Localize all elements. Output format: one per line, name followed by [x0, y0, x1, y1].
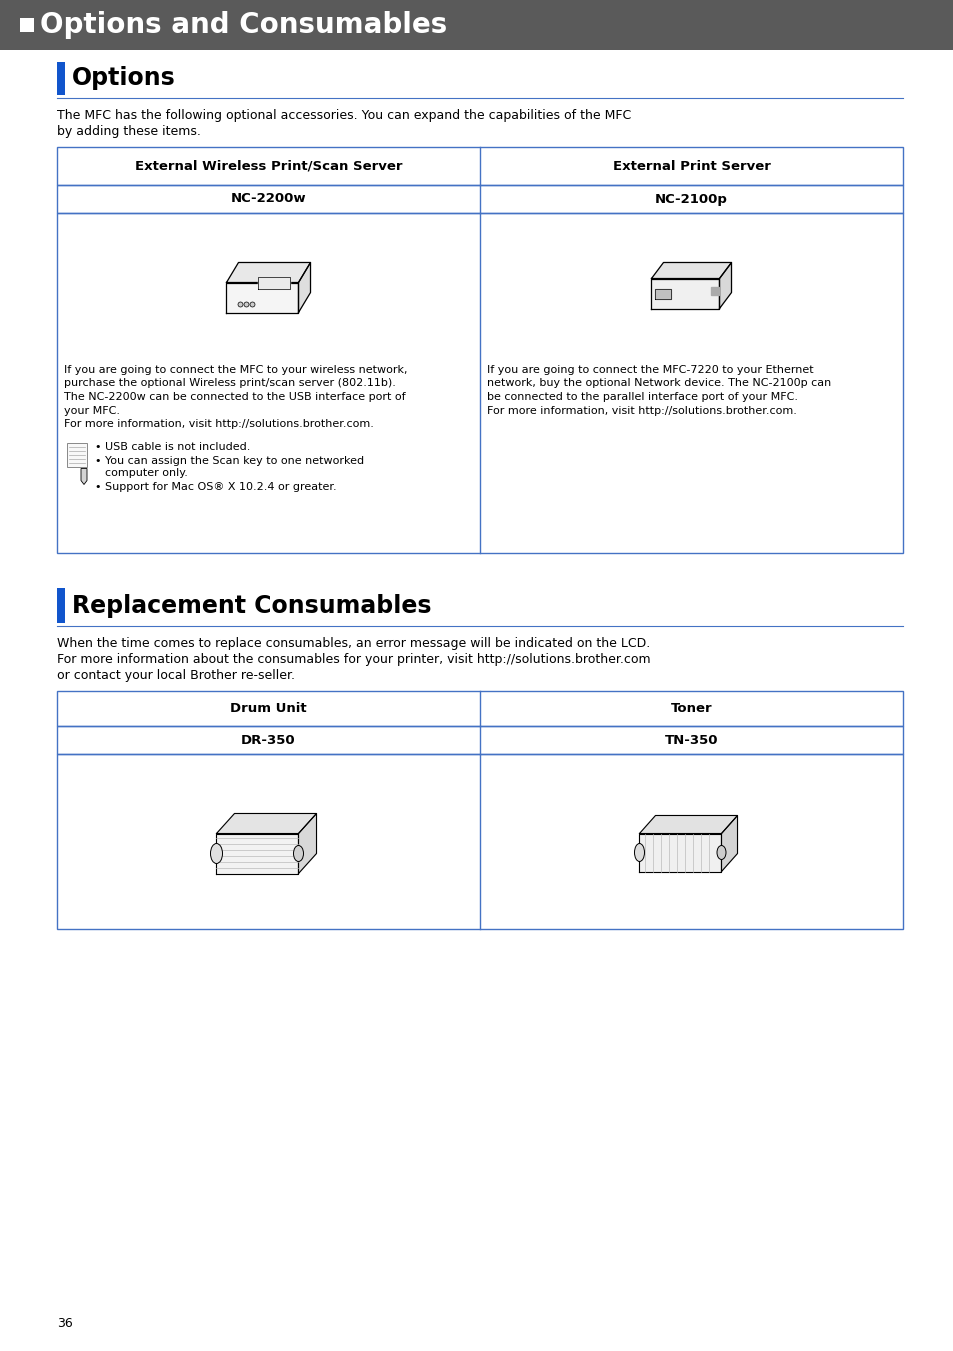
- Polygon shape: [719, 262, 731, 308]
- Polygon shape: [226, 282, 298, 312]
- Text: Toner: Toner: [670, 703, 712, 715]
- Text: For more information about the consumables for your printer, visit http://soluti: For more information about the consumabl…: [57, 653, 650, 666]
- Text: • USB cable is not included.: • USB cable is not included.: [95, 443, 250, 453]
- Bar: [57, 213, 902, 553]
- Text: TN-350: TN-350: [664, 734, 718, 747]
- Text: by adding these items.: by adding these items.: [57, 126, 201, 138]
- Text: External Wireless Print/Scan Server: External Wireless Print/Scan Server: [134, 159, 402, 173]
- Text: DR-350: DR-350: [241, 734, 295, 747]
- Text: or contact your local Brother re-seller.: or contact your local Brother re-seller.: [57, 669, 294, 682]
- Text: NC-2200w: NC-2200w: [231, 192, 306, 205]
- Ellipse shape: [717, 846, 725, 859]
- Text: • Support for Mac OS® X 10.2.4 or greater.: • Support for Mac OS® X 10.2.4 or greate…: [95, 481, 336, 492]
- Polygon shape: [639, 834, 720, 871]
- Bar: [67, 443, 87, 466]
- Text: For more information, visit http://solutions.brother.com.: For more information, visit http://solut…: [64, 419, 374, 430]
- Text: Replacement Consumables: Replacement Consumables: [71, 593, 431, 617]
- Text: If you are going to connect the MFC to your wireless network,: If you are going to connect the MFC to y…: [64, 365, 407, 376]
- Bar: [0, 0, 953, 50]
- Bar: [57, 690, 902, 725]
- Text: If you are going to connect the MFC-7220 to your Ethernet: If you are going to connect the MFC-7220…: [486, 365, 813, 376]
- Text: The MFC has the following optional accessories. You can expand the capabilities : The MFC has the following optional acces…: [57, 109, 631, 122]
- Bar: [57, 754, 902, 929]
- Polygon shape: [226, 262, 310, 282]
- Text: The NC-2200w can be connected to the USB interface port of: The NC-2200w can be connected to the USB…: [64, 392, 405, 403]
- Polygon shape: [639, 816, 737, 834]
- Circle shape: [237, 303, 243, 307]
- Polygon shape: [720, 816, 737, 871]
- Text: network, buy the optional Network device. The NC-2100p can: network, buy the optional Network device…: [486, 378, 830, 389]
- Polygon shape: [258, 277, 291, 289]
- Ellipse shape: [634, 843, 644, 862]
- Polygon shape: [216, 813, 316, 834]
- Bar: [20, 18, 34, 32]
- Text: purchase the optional Wireless print/scan server (802.11b).: purchase the optional Wireless print/sca…: [64, 378, 395, 389]
- Polygon shape: [651, 262, 731, 278]
- Text: be connected to the parallel interface port of your MFC.: be connected to the parallel interface p…: [486, 392, 797, 403]
- Polygon shape: [651, 278, 719, 308]
- Circle shape: [250, 303, 254, 307]
- Text: Options and Consumables: Options and Consumables: [40, 11, 447, 39]
- Bar: [57, 147, 902, 185]
- Circle shape: [244, 303, 249, 307]
- Ellipse shape: [211, 843, 222, 863]
- Text: • You can assign the Scan key to one networked: • You can assign the Scan key to one net…: [95, 455, 364, 466]
- Bar: [57, 62, 65, 95]
- Text: NC-2100p: NC-2100p: [655, 192, 727, 205]
- Text: External Print Server: External Print Server: [612, 159, 770, 173]
- Text: 36: 36: [57, 1317, 72, 1329]
- Polygon shape: [655, 289, 671, 299]
- Bar: [57, 185, 902, 213]
- Polygon shape: [298, 262, 310, 312]
- Bar: [57, 588, 65, 623]
- Text: computer only.: computer only.: [105, 469, 188, 478]
- Polygon shape: [216, 834, 298, 874]
- Text: When the time comes to replace consumables, an error message will be indicated o: When the time comes to replace consumabl…: [57, 638, 650, 650]
- Text: For more information, visit http://solutions.brother.com.: For more information, visit http://solut…: [486, 405, 796, 416]
- Ellipse shape: [294, 846, 303, 862]
- Polygon shape: [711, 286, 719, 295]
- Text: Options: Options: [71, 66, 175, 91]
- Polygon shape: [81, 469, 87, 485]
- Polygon shape: [298, 813, 316, 874]
- Text: Drum Unit: Drum Unit: [230, 703, 307, 715]
- Bar: [57, 725, 902, 754]
- Text: your MFC.: your MFC.: [64, 405, 120, 416]
